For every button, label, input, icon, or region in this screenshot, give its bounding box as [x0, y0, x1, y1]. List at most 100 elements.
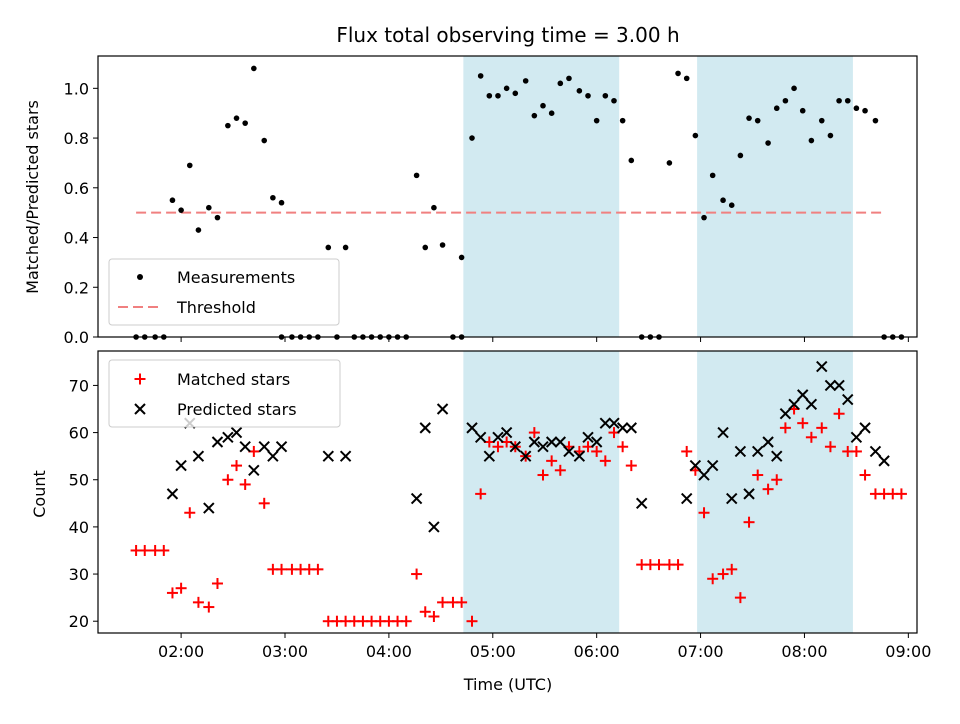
matched-point-61	[672, 559, 684, 571]
predicted-point-58	[842, 393, 854, 406]
predicted-point-54	[805, 398, 818, 410]
ratio-ytick-label-2: 0.2	[64, 278, 89, 297]
legend-predicted-marker	[134, 403, 146, 415]
predicted-point-10-b	[248, 464, 260, 477]
predicted-point-39	[635, 497, 648, 510]
measurement-point-74	[773, 105, 780, 112]
measurement-point-56	[611, 97, 617, 104]
measurement-point-62	[666, 160, 673, 166]
matched-point-35	[437, 596, 449, 608]
measurement-point-14	[251, 65, 257, 72]
matched-point-55	[617, 441, 629, 453]
predicted-point-49	[762, 436, 774, 448]
predicted-point-37-b	[616, 422, 629, 434]
ratio-panel-frame	[97, 55, 918, 338]
predicted-point-53-b	[797, 389, 809, 401]
predicted-point-11	[258, 441, 270, 453]
predicted-point-40	[681, 492, 693, 505]
predicted-point-44-b	[717, 426, 729, 439]
matched-point-53	[599, 455, 611, 467]
predicted-point-62	[878, 455, 890, 467]
x-axis-label: Time (UTC)	[463, 675, 552, 694]
predicted-point-51-b	[779, 408, 792, 420]
predicted-point-28	[537, 441, 549, 453]
legend-predicted-x-b	[134, 403, 146, 415]
predicted-point-40-b	[681, 492, 693, 505]
measurement-point-39	[458, 254, 465, 261]
predicted-point-2-b	[175, 459, 187, 472]
measurement-point-34	[422, 244, 429, 251]
matched-point-7	[184, 507, 196, 519]
predicted-point-18-b	[428, 521, 440, 533]
matched-point-38	[466, 615, 478, 627]
predicted-point-29-b	[545, 436, 558, 448]
predicted-point-24	[500, 426, 513, 439]
matched-point-66	[717, 568, 729, 580]
measurement-point-25	[342, 244, 349, 251]
predicted-point-37	[616, 422, 629, 434]
measurement-point-85	[872, 117, 879, 124]
ratio-legend-box	[108, 258, 340, 326]
predicted-point-5-b	[203, 502, 215, 514]
measurement-point-65	[692, 132, 699, 139]
matched-point-68	[734, 592, 746, 604]
predicted-point-28-b	[537, 441, 549, 453]
measurement-point-72	[754, 117, 761, 124]
matched-point-56	[625, 460, 637, 472]
matched-point-81	[850, 445, 862, 457]
predicted-points	[166, 360, 890, 533]
matched-point-6	[175, 582, 187, 594]
measurement-point-67	[709, 172, 716, 179]
count-panel-frame	[97, 350, 918, 634]
predicted-point-49-b	[762, 436, 774, 448]
legend-measurements-label: Measurements	[177, 268, 295, 287]
predicted-point-35	[599, 417, 612, 429]
ratio-ytick-label-5: 0.8	[64, 129, 89, 148]
measurement-point-79	[818, 117, 825, 124]
predicted-point-61	[869, 445, 882, 458]
matched-point-34	[428, 610, 440, 622]
measurement-point-82	[844, 97, 851, 104]
predicted-point-27	[528, 436, 541, 448]
predicted-point-46	[734, 445, 747, 458]
predicted-point-32	[573, 450, 586, 462]
matched-point-9	[203, 601, 215, 613]
measurement-point-35	[431, 204, 437, 211]
predicted-point-1-b	[166, 488, 179, 500]
measurement-point-76	[791, 85, 797, 92]
measurement-point-49	[548, 110, 555, 116]
ratio-ytick-label-1: 0.0	[64, 328, 89, 347]
predicted-point-2	[175, 459, 187, 472]
legend-threshold-label: Threshold	[176, 298, 256, 317]
measurement-point-40	[469, 135, 475, 141]
measurement-point-84	[862, 107, 868, 114]
matched-point-79	[833, 408, 845, 420]
predicted-point-6	[211, 436, 224, 448]
predicted-point-20	[466, 422, 478, 434]
predicted-point-8	[230, 426, 243, 439]
predicted-point-61-b	[869, 445, 882, 458]
predicted-point-1	[166, 488, 179, 500]
predicted-point-57-b	[833, 379, 845, 392]
predicted-point-14-b	[322, 450, 334, 462]
predicted-point-29	[545, 436, 558, 448]
measurement-point-69	[728, 202, 735, 209]
predicted-point-38-b	[625, 422, 638, 434]
predicted-point-56-b	[824, 379, 837, 392]
predicted-point-51	[779, 408, 792, 420]
matched-point-11	[222, 474, 234, 486]
count-ytick-label-5: 60	[69, 424, 89, 443]
count-xtick-label-7: 08:00	[781, 642, 827, 661]
count-xtick-label-4: 05:00	[470, 642, 516, 661]
matched-point-41	[492, 441, 504, 453]
measurement-point-48	[540, 102, 546, 109]
measurement-point-23	[325, 244, 332, 251]
measurement-point-9	[206, 204, 212, 211]
predicted-point-11-b	[258, 441, 270, 453]
ratio-ytick-label-4: 0.6	[64, 179, 89, 198]
predicted-point-32-b	[573, 450, 586, 462]
predicted-point-41	[689, 459, 702, 472]
predicted-point-24-b	[500, 426, 513, 439]
matched-point-86	[895, 488, 907, 500]
legend-predicted-x	[134, 403, 146, 415]
